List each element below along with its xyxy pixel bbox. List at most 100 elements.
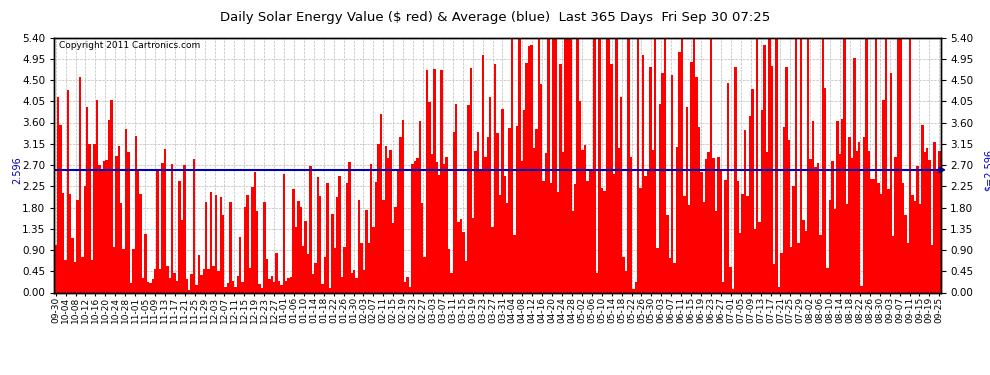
Bar (237, 276, 239, 292)
Bar (559, 64, 561, 292)
Bar (832, 160, 834, 292)
Bar (173, 273, 176, 292)
Bar (353, 270, 355, 292)
Bar (598, 39, 601, 292)
Bar (156, 171, 158, 292)
Bar (142, 278, 145, 292)
Bar (247, 195, 248, 292)
Bar (251, 187, 253, 292)
Bar (203, 269, 205, 292)
Bar (549, 183, 552, 292)
Bar (280, 285, 282, 292)
Bar (924, 152, 926, 292)
Bar (720, 171, 722, 292)
Bar (334, 248, 336, 292)
Bar (735, 67, 737, 292)
Bar (725, 180, 727, 292)
Bar (671, 75, 673, 292)
Bar (419, 121, 421, 292)
Bar (678, 52, 681, 292)
Bar (698, 127, 700, 292)
Bar (681, 33, 683, 292)
Bar (651, 150, 654, 292)
Bar (145, 234, 147, 292)
Bar (305, 220, 307, 292)
Bar (336, 197, 339, 292)
Bar (358, 200, 360, 292)
Bar (140, 194, 142, 292)
Bar (916, 166, 919, 292)
Bar (661, 73, 663, 292)
Bar (907, 243, 909, 292)
Bar (147, 282, 149, 292)
Bar (360, 243, 362, 292)
Bar (715, 211, 717, 292)
Bar (232, 281, 234, 292)
Bar (431, 154, 434, 292)
Bar (710, 38, 713, 292)
Bar (899, 33, 902, 292)
Bar (877, 183, 880, 292)
Bar (105, 160, 108, 292)
Bar (511, 33, 513, 292)
Bar (242, 282, 244, 292)
Bar (424, 257, 426, 292)
Bar (258, 284, 260, 292)
Bar (544, 153, 547, 292)
Bar (399, 137, 402, 292)
Bar (103, 162, 105, 292)
Bar (688, 205, 690, 292)
Bar (265, 259, 268, 292)
Bar (763, 45, 765, 292)
Bar (601, 189, 603, 292)
Bar (797, 243, 800, 292)
Bar (110, 99, 113, 292)
Bar (812, 121, 814, 292)
Bar (450, 273, 452, 292)
Bar (770, 66, 773, 292)
Bar (295, 227, 297, 292)
Bar (773, 264, 775, 292)
Bar (743, 130, 746, 292)
Bar (83, 186, 86, 292)
Bar (574, 184, 576, 292)
Bar (477, 132, 479, 292)
Bar (885, 33, 887, 292)
Bar (56, 97, 59, 292)
Bar (163, 149, 166, 292)
Bar (841, 119, 843, 292)
Bar (863, 137, 865, 292)
Bar (183, 165, 185, 292)
Bar (166, 266, 168, 292)
Bar (443, 164, 446, 292)
Bar (739, 233, 742, 292)
Bar (855, 151, 858, 292)
Bar (149, 283, 151, 292)
Bar (123, 249, 125, 292)
Bar (654, 33, 656, 292)
Bar (581, 150, 584, 292)
Bar (528, 46, 531, 292)
Bar (768, 33, 770, 292)
Bar (404, 282, 407, 292)
Bar (703, 202, 705, 292)
Bar (178, 181, 181, 292)
Bar (212, 266, 215, 292)
Bar (200, 275, 203, 292)
Bar (341, 277, 344, 292)
Bar (402, 120, 404, 292)
Bar (552, 33, 554, 292)
Bar (387, 158, 389, 292)
Bar (300, 207, 302, 292)
Bar (101, 170, 103, 292)
Bar (608, 33, 611, 292)
Bar (195, 285, 198, 292)
Bar (494, 63, 496, 292)
Bar (848, 136, 850, 292)
Bar (656, 248, 659, 292)
Bar (181, 219, 183, 292)
Bar (934, 142, 936, 292)
Bar (649, 66, 651, 292)
Bar (207, 268, 210, 292)
Bar (91, 260, 93, 292)
